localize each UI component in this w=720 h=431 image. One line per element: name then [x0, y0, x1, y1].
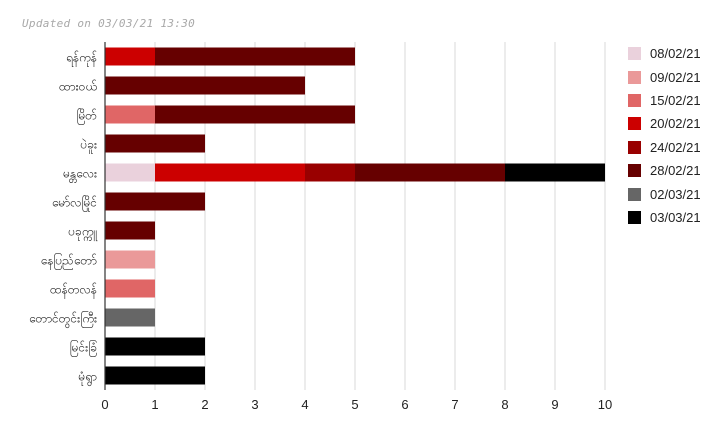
- x-tick-label: 4: [301, 397, 308, 412]
- category-label: တောင်တွင်းကြီး: [29, 310, 97, 329]
- legend-swatch: [628, 70, 641, 84]
- x-tick-label: 1: [151, 397, 158, 412]
- legend-item: 20/02/21: [628, 112, 701, 135]
- legend-swatch: [628, 210, 641, 224]
- bar-segment: [105, 308, 155, 327]
- bar-segment: [105, 105, 155, 124]
- legend-label: 02/03/21: [650, 186, 701, 202]
- bar-segment: [505, 163, 605, 182]
- legend-item: 24/02/21: [628, 136, 701, 159]
- legend-label: 08/02/21: [650, 46, 701, 62]
- x-tick-label: 0: [101, 397, 108, 412]
- bar-segment: [105, 163, 155, 182]
- category-label: ထန်တလန်: [50, 282, 97, 300]
- bar-segment: [155, 105, 355, 124]
- bar-segment: [105, 134, 205, 153]
- bar-segment: [105, 76, 305, 95]
- category-label: မြိတ်: [76, 108, 97, 126]
- x-tick-label: 2: [201, 397, 208, 412]
- legend-swatch: [628, 187, 641, 201]
- legend-swatch: [628, 47, 641, 61]
- legend-swatch: [628, 93, 641, 107]
- category-label: မုံရွာ: [78, 370, 97, 387]
- legend-swatch: [628, 117, 641, 131]
- bar-segment: [105, 279, 155, 298]
- bar-segment: [155, 163, 305, 182]
- category-label: ပဲခူး: [80, 137, 97, 155]
- updated-timestamp: Updated on 03/03/21 13:30: [22, 17, 196, 30]
- legend-label: 20/02/21: [650, 116, 701, 132]
- bar-segment: [105, 221, 155, 240]
- bar-segment: [155, 47, 355, 66]
- legend-label: 15/02/21: [650, 92, 701, 108]
- legend-item: 28/02/21: [628, 159, 701, 182]
- bar-segment: [355, 163, 505, 182]
- chart-legend: 08/02/21 09/02/21 15/02/21 20/02/21 24/02/21…: [628, 42, 701, 229]
- category-label: နေပြည်တော်: [41, 252, 97, 271]
- category-label: မြင်းခြံ: [70, 339, 98, 358]
- x-tick-label: 3: [251, 397, 258, 412]
- bar-segment: [105, 192, 205, 211]
- x-tick-label: 8: [501, 397, 508, 412]
- legend-label: 28/02/21: [650, 163, 701, 179]
- x-tick-label: 6: [401, 397, 408, 412]
- bar-segment: [105, 337, 205, 356]
- legend-item: 02/03/21: [628, 182, 701, 205]
- bar-segment: [105, 366, 205, 385]
- x-tick-label: 5: [351, 397, 358, 412]
- category-label: ပခုက္ကူ: [68, 225, 97, 242]
- category-label: မော်လမြိုင်: [52, 194, 97, 213]
- legend-item: 09/02/21: [628, 65, 701, 88]
- x-tick-label: 7: [451, 397, 458, 412]
- category-label: ထားဝယ်: [59, 79, 97, 94]
- category-label: ရန်ကုန်: [66, 50, 97, 68]
- x-tick-label: 10: [598, 397, 612, 412]
- category-label: မန္တလေး: [63, 167, 97, 184]
- legend-label: 09/02/21: [650, 69, 701, 85]
- x-tick-label: 9: [551, 397, 558, 412]
- legend-item: 08/02/21: [628, 42, 701, 65]
- legend-swatch: [628, 140, 641, 154]
- legend-label: 03/03/21: [650, 209, 701, 225]
- bar-segment: [305, 163, 355, 182]
- legend-swatch: [628, 164, 641, 178]
- legend-item: 03/03/21: [628, 206, 701, 229]
- legend-item: 15/02/21: [628, 89, 701, 112]
- legend-label: 24/02/21: [650, 139, 701, 155]
- bar-segment: [105, 47, 155, 66]
- bar-segment: [105, 250, 155, 269]
